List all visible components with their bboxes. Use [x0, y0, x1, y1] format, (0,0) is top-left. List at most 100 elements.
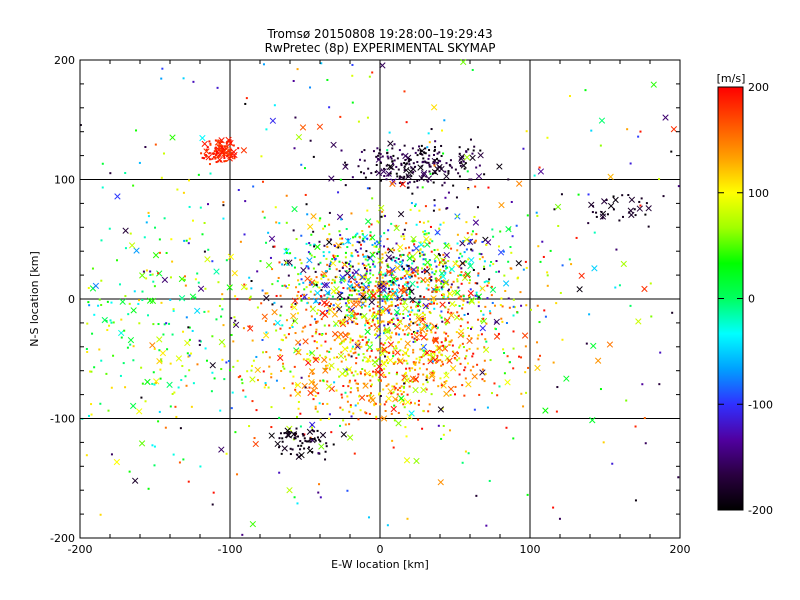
- data-point-x: [149, 342, 156, 349]
- data-point-x: [194, 307, 201, 315]
- data-point: [300, 444, 303, 447]
- data-point: [297, 273, 300, 276]
- data-point: [366, 322, 369, 325]
- data-point: [361, 253, 364, 256]
- data-point: [250, 369, 253, 372]
- data-point: [295, 383, 298, 386]
- data-point: [367, 338, 370, 341]
- data-point: [392, 446, 395, 449]
- data-point: [349, 350, 352, 353]
- data-point: [293, 496, 296, 499]
- data-point: [364, 258, 367, 261]
- data-point: [629, 304, 632, 307]
- data-point: [641, 383, 644, 386]
- data-point-x: [430, 295, 437, 302]
- data-point: [509, 245, 512, 248]
- data-point: [670, 150, 673, 153]
- data-point: [282, 365, 285, 368]
- data-point-x: [216, 156, 223, 163]
- data-point: [248, 276, 251, 279]
- data-point: [402, 267, 405, 270]
- data-point: [309, 323, 312, 326]
- data-point: [292, 375, 295, 378]
- data-point: [308, 360, 311, 363]
- data-point-x: [607, 202, 615, 210]
- data-point: [378, 148, 381, 151]
- data-point: [340, 351, 343, 354]
- data-point: [383, 232, 386, 235]
- data-point: [344, 316, 347, 319]
- data-point: [451, 344, 454, 347]
- data-point-x: [321, 311, 329, 318]
- data-point: [400, 278, 403, 281]
- data-point: [359, 247, 362, 250]
- data-point-x: [589, 417, 596, 424]
- data-point-x: [209, 362, 216, 369]
- data-point: [424, 258, 427, 261]
- data-point: [297, 444, 300, 447]
- data-point: [426, 304, 429, 307]
- data-point-x: [591, 265, 598, 272]
- data-point: [440, 316, 443, 319]
- data-point: [380, 179, 383, 182]
- data-point: [399, 302, 402, 305]
- data-point: [449, 340, 452, 343]
- data-point-x: [122, 227, 129, 234]
- data-point: [350, 284, 353, 287]
- data-point: [546, 136, 549, 139]
- data-point: [204, 347, 207, 350]
- data-point: [171, 260, 174, 263]
- data-point: [164, 426, 167, 429]
- data-point: [408, 251, 411, 254]
- data-point-x: [119, 298, 126, 305]
- data-point-x: [336, 292, 343, 299]
- y-tick-label: 100: [54, 174, 75, 187]
- data-point: [329, 261, 332, 264]
- data-point: [360, 150, 363, 153]
- data-point: [212, 491, 215, 494]
- data-point: [304, 325, 307, 328]
- data-point: [299, 258, 302, 261]
- data-point: [411, 271, 414, 274]
- data-point: [149, 270, 152, 273]
- data-point-x: [472, 219, 480, 226]
- data-point: [348, 381, 351, 384]
- data-point: [423, 318, 426, 321]
- data-point: [403, 406, 406, 409]
- data-point: [296, 294, 299, 297]
- data-point: [507, 178, 510, 181]
- data-point: [447, 170, 450, 173]
- data-point: [387, 266, 390, 269]
- data-point: [159, 377, 162, 380]
- data-point: [120, 336, 123, 339]
- data-point: [222, 201, 225, 204]
- data-point: [248, 297, 251, 300]
- data-point: [346, 309, 349, 312]
- data-point: [297, 279, 300, 282]
- data-point: [408, 181, 411, 184]
- data-point: [407, 355, 410, 358]
- data-point: [264, 384, 267, 387]
- data-point: [128, 470, 131, 473]
- data-point: [477, 334, 480, 337]
- data-point: [413, 243, 416, 246]
- data-point-x: [128, 242, 136, 249]
- data-point: [462, 164, 465, 167]
- data-point-x: [369, 251, 376, 258]
- data-point: [386, 152, 389, 155]
- data-point: [100, 359, 103, 362]
- data-point-x: [323, 281, 331, 289]
- data-point: [424, 270, 427, 273]
- data-point: [229, 143, 232, 146]
- y-tick-label: -100: [50, 413, 75, 426]
- data-point: [433, 146, 436, 149]
- data-point-x: [406, 413, 413, 420]
- data-point: [390, 336, 393, 339]
- data-point-x: [467, 262, 474, 270]
- data-point: [461, 318, 464, 321]
- data-point: [157, 323, 160, 326]
- data-point: [313, 245, 316, 248]
- data-point: [353, 276, 356, 279]
- data-point: [639, 130, 642, 133]
